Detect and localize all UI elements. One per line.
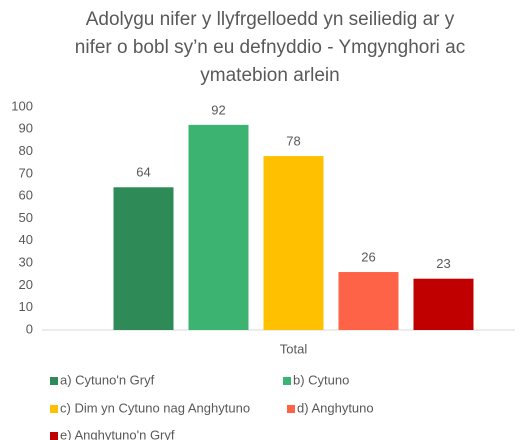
chart-title: Adolygu nifer y llyfrgelloedd yn seilied… [86, 9, 455, 30]
legend-label: a) Cytuno'n Gryf [60, 372, 155, 387]
y-tick-label: 80 [19, 143, 33, 158]
y-tick-label: 40 [19, 232, 33, 247]
bar [113, 187, 174, 330]
y-tick-label: 60 [19, 188, 33, 203]
legend-label: b) Cytuno [293, 372, 349, 387]
legend-marker [50, 405, 58, 413]
y-tick-label: 10 [19, 299, 33, 314]
y-tick-label: 50 [19, 210, 33, 225]
chart-title: ymatebion arlein [200, 65, 339, 86]
legend-label: e) Anghytuno'n Gryf [60, 427, 175, 440]
legend-marker [50, 432, 58, 440]
bar [413, 278, 474, 330]
bar [338, 272, 399, 330]
bar [263, 156, 324, 330]
data-label: 64 [136, 165, 150, 180]
data-label: 92 [211, 102, 225, 117]
legend-marker [50, 377, 58, 385]
data-label: 78 [286, 133, 300, 148]
data-label: 26 [361, 249, 375, 264]
bar [188, 124, 249, 330]
data-label: 23 [436, 256, 450, 271]
y-tick-label: 90 [19, 121, 33, 136]
y-tick-label: 20 [19, 277, 33, 292]
legend-label: d) Anghytuno [297, 400, 374, 415]
y-tick-label: 30 [19, 255, 33, 270]
y-tick-label: 0 [26, 321, 33, 336]
y-tick-label: 70 [19, 165, 33, 180]
legend-marker [283, 377, 291, 385]
y-tick-label: 100 [11, 98, 33, 113]
chart-title: nifer o bobl sy’n eu defnyddio - Ymgyngh… [75, 37, 465, 58]
legend-label: c) Dim yn Cytuno nag Anghytuno [60, 400, 250, 415]
legend-marker [287, 405, 295, 413]
x-tick-label: Total [280, 341, 308, 356]
